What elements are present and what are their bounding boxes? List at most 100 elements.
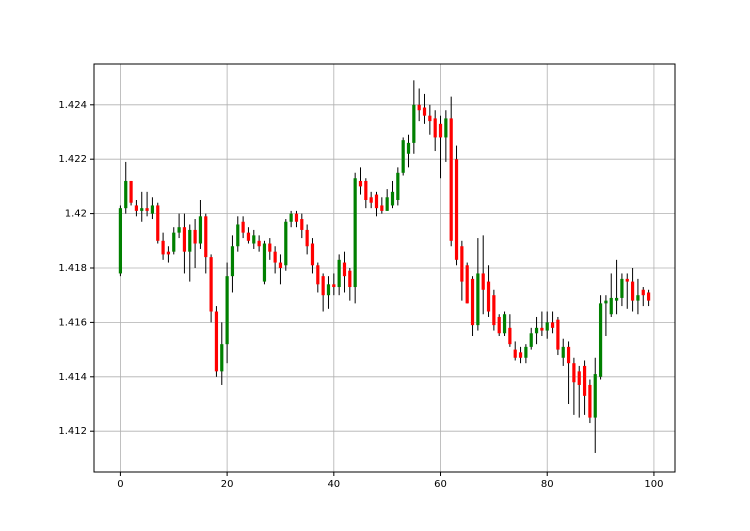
candle-body <box>566 346 571 364</box>
candle-body <box>156 205 160 241</box>
plot-frame <box>93 63 676 473</box>
candle-body <box>134 205 139 211</box>
candle-body <box>401 140 405 173</box>
candle-body <box>172 232 176 252</box>
candle-body <box>412 104 416 143</box>
candle-body <box>220 344 224 372</box>
candle-body <box>593 374 597 418</box>
candle-body <box>396 172 400 200</box>
candle-body <box>332 284 336 288</box>
candle-body <box>246 232 251 241</box>
candle-body <box>556 319 560 350</box>
candle-body <box>177 227 181 233</box>
candle-body <box>385 197 389 211</box>
candle-body <box>342 262 347 277</box>
candle-body <box>545 322 549 331</box>
candle-body <box>294 213 299 222</box>
candle-body <box>609 297 613 315</box>
candle-body <box>582 365 587 396</box>
candle-body <box>577 371 581 385</box>
candle-body <box>486 281 491 312</box>
candle-body <box>620 278 624 298</box>
candle-body <box>278 262 283 268</box>
candle-body <box>182 227 187 252</box>
y-tick-label: 1.414 <box>58 372 87 383</box>
candle-body <box>614 297 619 301</box>
y-tick-label: 1.42 <box>65 209 87 220</box>
candle-body <box>369 197 373 203</box>
candle-body <box>209 257 213 312</box>
candle-body <box>300 219 304 230</box>
candle-body <box>337 259 341 288</box>
candle-body <box>358 180 363 187</box>
candle-body <box>524 346 528 358</box>
candle-body <box>145 208 149 211</box>
candle-body <box>273 251 277 263</box>
y-tick-label: 1.418 <box>58 263 87 274</box>
candle-body <box>444 118 448 138</box>
candle-body <box>529 333 533 347</box>
candle-body <box>481 273 485 290</box>
candle-body <box>476 273 480 326</box>
candle-body <box>417 104 421 111</box>
candle-body <box>236 224 240 247</box>
candle-body <box>284 221 288 266</box>
candle-body <box>540 327 544 331</box>
candle-body <box>193 229 197 244</box>
candle-body <box>310 243 315 266</box>
candle-body <box>492 295 496 326</box>
candle-body <box>588 384 592 418</box>
candle-body <box>374 194 379 209</box>
x-tick-label: 40 <box>327 479 340 490</box>
candle-body <box>406 142 411 154</box>
candle-body <box>561 346 565 358</box>
candle-body <box>470 278 475 326</box>
candle-body <box>161 240 165 255</box>
candle-body <box>513 349 517 358</box>
candle-body <box>449 118 453 241</box>
y-tick-label: 1.412 <box>58 426 87 437</box>
candle-body <box>497 316 501 334</box>
candle-body <box>326 284 331 296</box>
candle-body <box>630 281 635 301</box>
x-tick-label: 0 <box>117 479 123 490</box>
candle-body <box>433 118 437 138</box>
candle-body <box>305 229 309 247</box>
x-tick-label: 60 <box>434 479 447 490</box>
candle-body <box>428 115 432 122</box>
candle-body <box>118 208 123 274</box>
candle-body <box>150 205 155 214</box>
candle-body <box>390 191 395 206</box>
y-tick-label: 1.422 <box>58 154 87 165</box>
candle-body <box>140 208 144 211</box>
candle-body <box>604 300 608 304</box>
candle-body <box>166 251 171 255</box>
x-tick-label: 80 <box>541 479 554 490</box>
candle-body <box>454 159 459 260</box>
candle-body <box>625 278 629 282</box>
candle-body <box>348 270 352 288</box>
candle-body <box>572 363 576 383</box>
candle-body <box>252 235 256 244</box>
candle-body <box>198 216 203 244</box>
candle-body <box>598 303 603 377</box>
candle-body <box>502 314 507 334</box>
candle-body <box>257 240 261 247</box>
candle-body <box>380 205 384 211</box>
y-tick-label: 1.424 <box>58 100 87 111</box>
candle-body <box>636 295 640 301</box>
candle-body <box>460 246 464 282</box>
candle-body <box>353 178 357 288</box>
candle-body <box>124 180 128 209</box>
candle-body <box>214 311 219 372</box>
candle-body <box>438 123 443 138</box>
x-tick-label: 100 <box>644 479 663 490</box>
candle-body <box>289 213 293 222</box>
candle-body <box>241 221 245 233</box>
candle-body <box>230 246 235 277</box>
candle-body <box>508 327 512 345</box>
candle-body <box>422 107 427 116</box>
candle-body <box>262 243 267 282</box>
